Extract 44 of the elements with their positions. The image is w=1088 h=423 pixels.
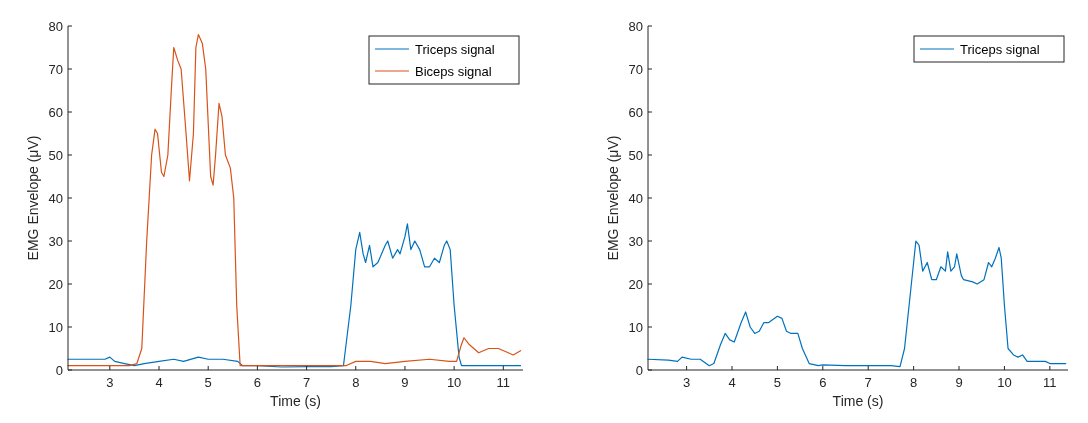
x-tick-label: 3	[682, 375, 691, 390]
x-tick-label: 6	[253, 375, 261, 390]
y-axis-title: EMG Envelope (μV)	[25, 135, 41, 261]
x-tick-label: 8	[352, 375, 360, 390]
x-tick-label: 6	[819, 375, 827, 390]
x-tick-label: 7	[864, 375, 872, 390]
y-tick-label: 80	[628, 18, 643, 34]
legend-label: Biceps signal	[415, 64, 492, 79]
legend-label: Triceps signal	[415, 42, 495, 57]
y-tick-label: 30	[48, 233, 63, 249]
line-series	[67, 34, 522, 367]
x-tick-label: 10	[997, 375, 1012, 390]
y-tick-label: 20	[628, 276, 643, 292]
x-tick-label: 7	[302, 375, 311, 390]
x-tick-label: 3	[106, 375, 114, 390]
y-tick-label: 40	[48, 190, 63, 206]
y-tick-label: 10	[48, 319, 63, 335]
y-tick-label: 30	[628, 233, 643, 249]
x-tick-label: 9	[955, 375, 963, 390]
x-tick-label: 10	[446, 375, 462, 390]
x-tick-label: 8	[910, 375, 918, 390]
y-tick-label: 60	[628, 104, 643, 120]
y-tick-label: 10	[628, 319, 643, 335]
legend-label: Triceps signal	[960, 42, 1040, 57]
y-tick-label: 70	[48, 61, 63, 77]
y-tick-label: 50	[628, 147, 643, 163]
y-tick-label: 0	[55, 362, 63, 378]
x-tick-label: 4	[728, 375, 736, 390]
x-tick-label: 11	[1043, 375, 1057, 390]
y-tick-label: 70	[628, 61, 643, 77]
x-tick-label: 9	[401, 375, 409, 390]
y-tick-label: 60	[48, 104, 63, 120]
y-tick-label: 50	[48, 147, 63, 163]
x-tick-label: 5	[773, 375, 782, 390]
x-tick-label: 4	[155, 375, 163, 390]
x-axis-title: Time (s)	[832, 393, 884, 409]
y-tick-label: 80	[48, 18, 63, 34]
x-tick-label: 11	[496, 375, 511, 390]
y-tick-label: 20	[48, 276, 63, 292]
y-tick-label: 0	[635, 362, 643, 378]
y-tick-label: 40	[628, 190, 643, 206]
x-axis-title: Time (s)	[270, 393, 321, 409]
x-tick-label: 5	[204, 375, 212, 390]
y-axis-title: EMG Envelope (μV)	[605, 135, 621, 261]
